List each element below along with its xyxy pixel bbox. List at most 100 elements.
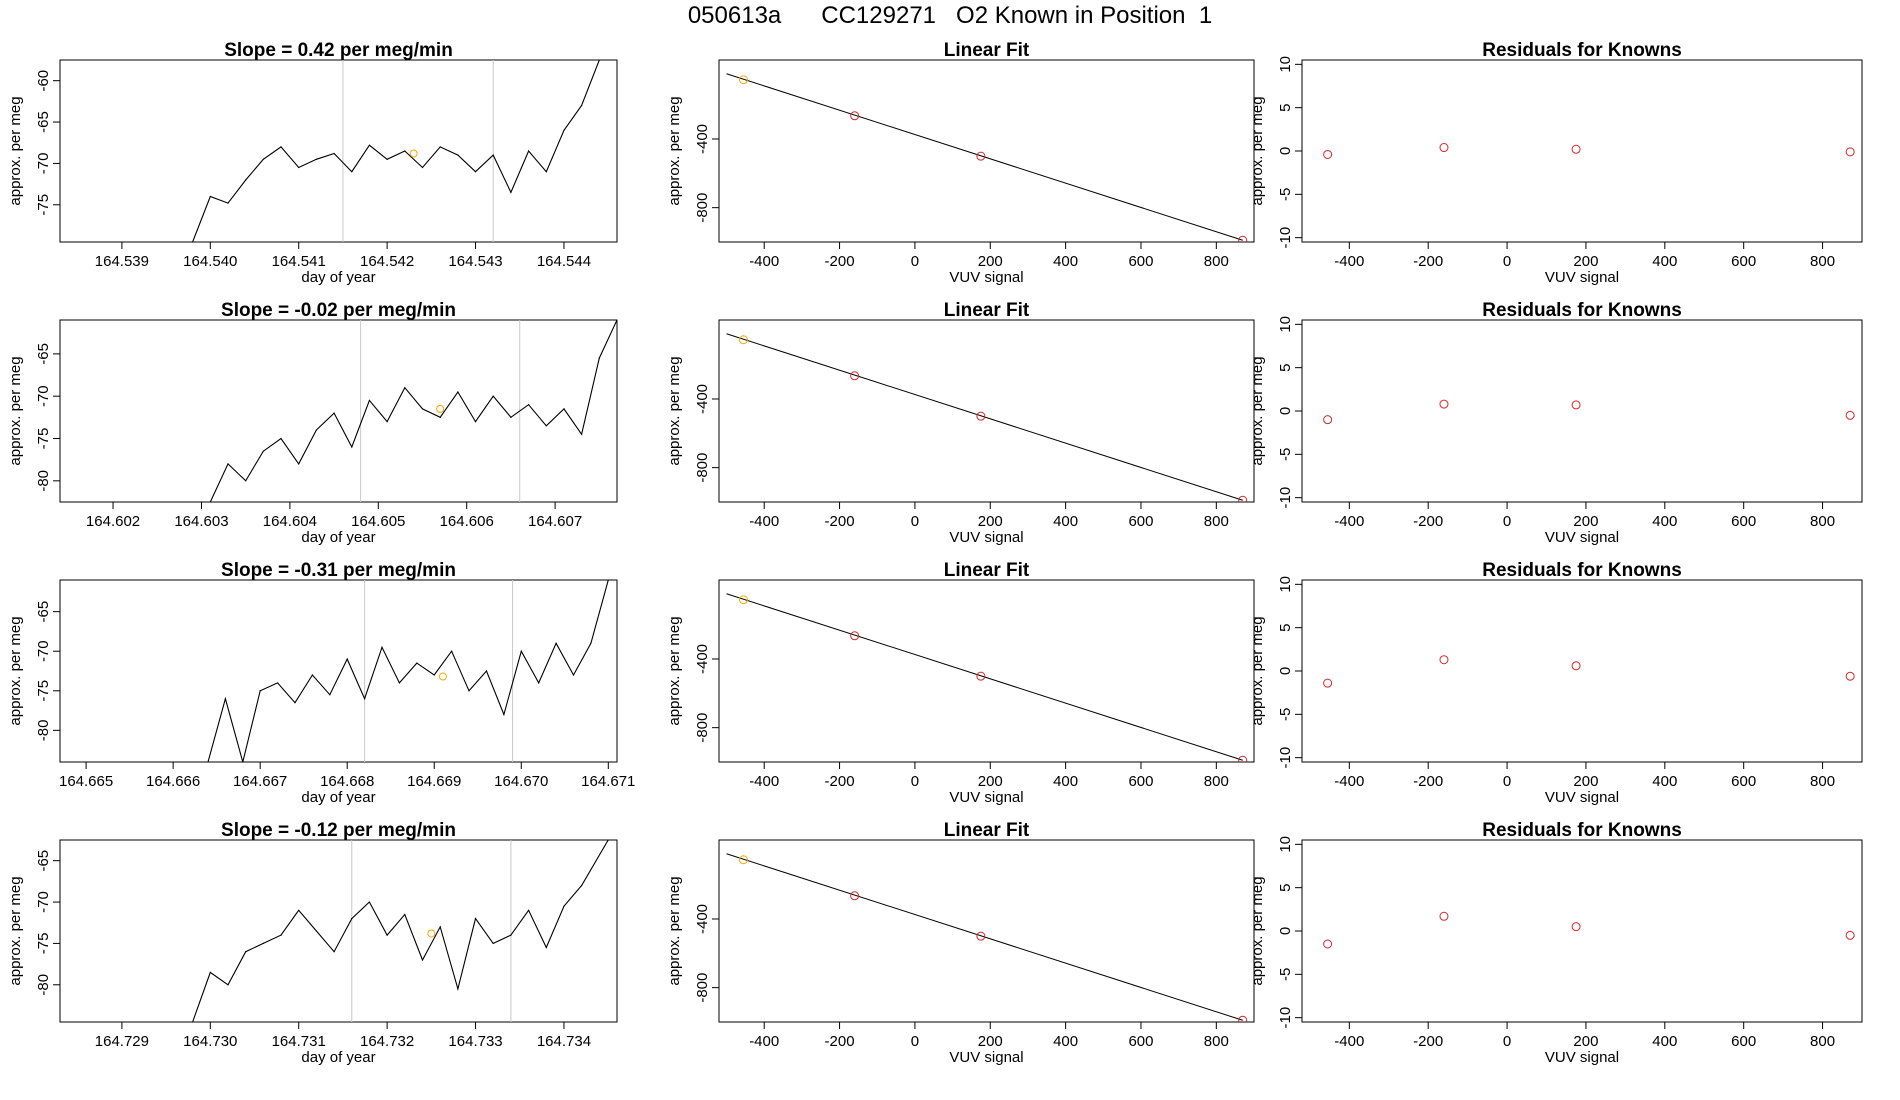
x-tick-label: 600 bbox=[1731, 773, 1756, 790]
data-point bbox=[351, 446, 353, 448]
data-point bbox=[386, 158, 388, 160]
y-tick-label: 10 bbox=[1277, 316, 1294, 333]
x-tick-label: -200 bbox=[825, 773, 855, 790]
x-tick-label: 200 bbox=[1573, 773, 1598, 790]
data-point bbox=[298, 166, 300, 169]
y-tick-label: -5 bbox=[1277, 968, 1294, 981]
data-point bbox=[538, 682, 540, 684]
data-point bbox=[381, 646, 383, 648]
data-point bbox=[209, 501, 211, 502]
x-tick-label: 800 bbox=[1810, 1033, 1835, 1050]
x-tick-label: 800 bbox=[1204, 253, 1229, 270]
y-axis-label: approx. per meg bbox=[666, 876, 683, 985]
x-tick-label: 164.732 bbox=[360, 1033, 414, 1050]
residuals-panel-row-1: Residuals for Knowns -400 -200 0 200 400 600 80… bbox=[1249, 40, 1863, 286]
plot-frame bbox=[718, 319, 1255, 503]
x-tick-label: 800 bbox=[1204, 1033, 1229, 1050]
y-tick-label: -5 bbox=[1277, 448, 1294, 461]
highlight-point bbox=[427, 929, 436, 938]
x-tick-label: 200 bbox=[1573, 513, 1598, 530]
y-tick-label: -400 bbox=[694, 904, 711, 934]
x-tick-label: -200 bbox=[1413, 253, 1443, 270]
y-tick-label: -70 bbox=[35, 891, 52, 913]
series-line bbox=[192, 60, 600, 242]
linear-fit-panel-row-2: Linear Fit -400 -200 0 200 400 600 800 -800 -400 V… bbox=[666, 300, 1255, 546]
data-point bbox=[590, 642, 592, 644]
y-tick-label: -70 bbox=[35, 385, 52, 407]
time-series-panel-row-1: Slope = 0.42 per meg/min 164.539 164.540 16… bbox=[7, 40, 618, 286]
plot-marks bbox=[1323, 911, 1855, 949]
x-tick-label: 600 bbox=[1731, 513, 1756, 530]
x-tick-label: 0 bbox=[911, 253, 919, 270]
y-tick-label: 0 bbox=[1277, 407, 1294, 415]
known-point bbox=[1439, 911, 1449, 921]
data-point bbox=[457, 154, 459, 156]
data-point bbox=[192, 1021, 194, 1022]
page-title: 050613a CC129271 O2 Known in Position 1 bbox=[687, 2, 1213, 29]
y-tick-label: -800 bbox=[694, 193, 711, 223]
plot-title: Residuals for Knowns bbox=[1482, 560, 1682, 581]
y-tick-label: -800 bbox=[694, 453, 711, 483]
x-tick-label: 400 bbox=[1053, 513, 1078, 530]
x-tick-label: 600 bbox=[1128, 253, 1153, 270]
x-tick-label: 0 bbox=[1503, 1033, 1511, 1050]
x-tick-label: 164.670 bbox=[494, 773, 548, 790]
y-tick-label: -10 bbox=[1277, 747, 1294, 769]
plot-frame bbox=[1301, 579, 1863, 763]
x-tick-label: 800 bbox=[1810, 513, 1835, 530]
x-tick-label: 164.606 bbox=[440, 513, 494, 530]
data-point bbox=[404, 387, 406, 389]
x-tick-label: -400 bbox=[1334, 513, 1364, 530]
x-axis-label: day of year bbox=[301, 789, 375, 806]
known-point bbox=[850, 891, 860, 901]
plot-frame bbox=[59, 319, 618, 503]
plot-title: Slope = -0.12 per meg/min bbox=[221, 820, 456, 841]
y-tick-label: -5 bbox=[1277, 708, 1294, 721]
x-tick-label: -200 bbox=[825, 513, 855, 530]
data-point bbox=[404, 913, 406, 916]
plot-marks bbox=[207, 580, 609, 762]
data-point bbox=[404, 150, 406, 152]
y-axis-label: approx. per meg bbox=[666, 616, 683, 725]
y-tick-label: -80 bbox=[35, 470, 52, 492]
x-tick-label: 200 bbox=[978, 253, 1003, 270]
data-point bbox=[421, 408, 424, 410]
x-tick-label: 0 bbox=[1503, 253, 1511, 270]
y-tick-label: 10 bbox=[1277, 836, 1294, 853]
data-point bbox=[245, 179, 247, 181]
x-tick-label: 200 bbox=[978, 1033, 1003, 1050]
data-point bbox=[457, 988, 459, 990]
y-tick-label: 0 bbox=[1277, 667, 1294, 675]
y-tick-label: -800 bbox=[694, 973, 711, 1003]
data-point bbox=[315, 930, 317, 932]
x-tick-label: -400 bbox=[1334, 1033, 1364, 1050]
data-point bbox=[368, 144, 371, 146]
data-point bbox=[492, 154, 494, 156]
data-point bbox=[207, 761, 209, 762]
data-point bbox=[386, 420, 388, 423]
y-tick-label: 5 bbox=[1277, 623, 1294, 631]
plot-marks bbox=[1323, 399, 1855, 425]
data-point bbox=[563, 408, 565, 410]
y-axis-label: approx. per meg bbox=[7, 96, 24, 205]
plot-title: Residuals for Knowns bbox=[1482, 40, 1682, 61]
residuals-panel-row-4: Residuals for Knowns -400 -200 0 200 400 600 80… bbox=[1249, 820, 1863, 1066]
known-point bbox=[976, 411, 986, 421]
linear-fit-panel-row-1: Linear Fit -400 -200 0 200 400 600 800 -800 -400 V… bbox=[666, 40, 1255, 286]
known-point bbox=[850, 631, 860, 641]
series-line bbox=[207, 580, 609, 762]
x-tick-label: 164.669 bbox=[407, 773, 461, 790]
data-point bbox=[245, 480, 247, 482]
data-point bbox=[351, 171, 353, 173]
residuals-panel-row-3: Residuals for Knowns -400 -200 0 200 400 600 80… bbox=[1249, 560, 1863, 806]
known-point bbox=[1845, 930, 1855, 940]
x-tick-label: 600 bbox=[1128, 513, 1153, 530]
y-tick-label: 10 bbox=[1277, 56, 1294, 73]
series-line bbox=[209, 320, 617, 502]
x-axis-label: VUV signal bbox=[1545, 529, 1619, 546]
y-tick-label: -75 bbox=[35, 680, 52, 702]
y-axis-label: approx. per meg bbox=[666, 96, 683, 205]
data-point bbox=[333, 152, 335, 155]
data-point bbox=[581, 104, 583, 107]
x-tick-label: -200 bbox=[825, 1033, 855, 1050]
